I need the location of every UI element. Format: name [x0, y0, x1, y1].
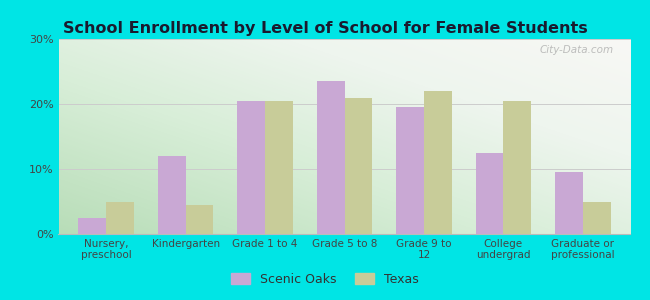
Bar	[106, 202, 134, 234]
Bar	[555, 172, 583, 234]
Bar	[317, 81, 345, 234]
Bar	[424, 91, 452, 234]
Bar	[503, 101, 531, 234]
Bar	[265, 101, 293, 234]
Bar	[79, 218, 106, 234]
Bar	[158, 156, 186, 234]
Text: City-Data.com: City-Data.com	[540, 45, 614, 55]
Bar	[344, 98, 372, 234]
Bar	[583, 202, 610, 234]
Bar	[476, 153, 503, 234]
Bar	[186, 205, 213, 234]
Legend: Scenic Oaks, Texas: Scenic Oaks, Texas	[226, 268, 424, 291]
Bar	[396, 107, 424, 234]
Bar	[237, 101, 265, 234]
Text: School Enrollment by Level of School for Female Students: School Enrollment by Level of School for…	[62, 21, 588, 36]
